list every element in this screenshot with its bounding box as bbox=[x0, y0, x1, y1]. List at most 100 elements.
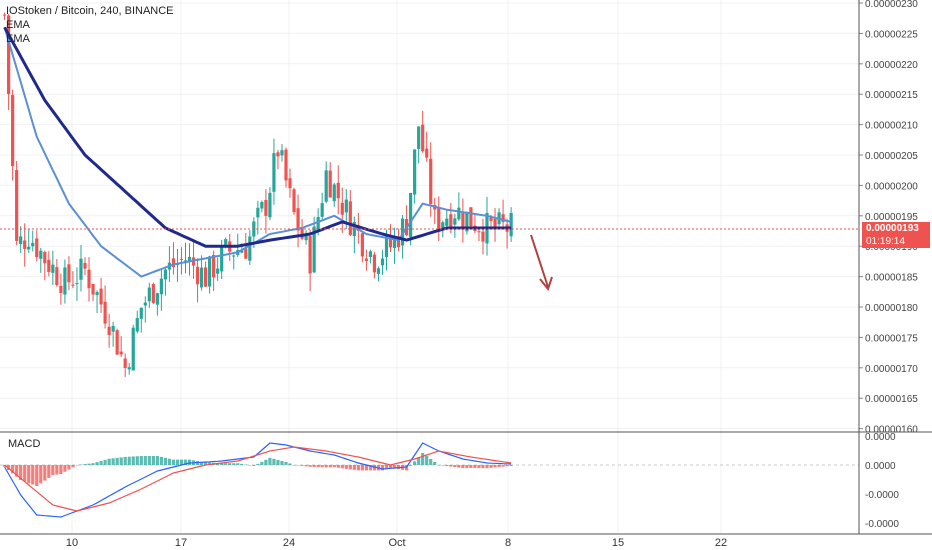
macd-histogram-bar bbox=[23, 465, 27, 482]
candle-body bbox=[292, 189, 296, 213]
candle-body bbox=[477, 231, 481, 233]
macd-histogram-bar bbox=[441, 465, 445, 466]
macd-histogram-bar bbox=[43, 465, 47, 481]
candle-body bbox=[324, 170, 328, 202]
macd-histogram-bar bbox=[91, 463, 95, 465]
candle-body bbox=[131, 327, 135, 371]
macd-histogram-bar bbox=[340, 465, 344, 469]
macd-label[interactable]: MACD bbox=[8, 438, 41, 450]
candle-body bbox=[11, 94, 15, 167]
macd-histogram-bar bbox=[19, 465, 23, 480]
macd-histogram-bar bbox=[135, 456, 139, 465]
candlestick-series bbox=[3, 12, 513, 377]
candle-body bbox=[195, 266, 200, 285]
macd-histogram-bar bbox=[501, 465, 505, 467]
macd-histogram-bar bbox=[236, 463, 240, 465]
price-tick-label: 0.00000200 bbox=[865, 181, 918, 192]
macd-histogram-bar bbox=[477, 465, 481, 469]
candle-body bbox=[15, 170, 19, 241]
macd-histogram-bar bbox=[171, 459, 176, 465]
macd-histogram-bar bbox=[320, 465, 324, 468]
candle-body bbox=[421, 124, 425, 152]
ema-label-1[interactable]: EMA bbox=[6, 19, 30, 31]
macd-histogram-bar bbox=[83, 464, 87, 465]
candle-body bbox=[364, 258, 368, 262]
macd-histogram-bar bbox=[497, 465, 501, 468]
macd-histogram-bar bbox=[312, 465, 316, 467]
macd-histogram-bar bbox=[425, 456, 429, 465]
last-price-tag: 0.00000193 bbox=[862, 222, 930, 235]
candle-body bbox=[163, 269, 167, 280]
macd-histogram-bar bbox=[449, 465, 453, 467]
macd-histogram-bar bbox=[187, 459, 192, 465]
candle-body bbox=[300, 227, 304, 239]
macd-histogram-bar bbox=[224, 463, 228, 465]
macd-histogram-bar bbox=[143, 456, 147, 465]
candle-body bbox=[260, 202, 264, 209]
candle-body bbox=[445, 218, 449, 226]
candle-body bbox=[312, 226, 316, 273]
macd-histogram-bar bbox=[372, 465, 377, 471]
candle-body bbox=[392, 236, 397, 248]
candle-body bbox=[248, 236, 252, 261]
time-tick-label: 24 bbox=[283, 537, 295, 549]
candle-body bbox=[107, 326, 111, 336]
macd-histogram-bar bbox=[159, 456, 163, 465]
candle-body bbox=[493, 218, 497, 228]
candle-body bbox=[111, 325, 115, 332]
grid-lines bbox=[0, 0, 859, 534]
macd-histogram-bar bbox=[11, 465, 15, 474]
candle-body bbox=[224, 239, 228, 246]
candle-body bbox=[268, 192, 272, 218]
candle-body bbox=[272, 153, 276, 192]
candle-body bbox=[204, 267, 208, 287]
macd-histogram-bar bbox=[75, 465, 79, 466]
candle-body bbox=[31, 242, 35, 247]
candle-body bbox=[119, 351, 123, 355]
macd-histogram-bar bbox=[87, 463, 91, 465]
price-tick-label: 0.00000205 bbox=[865, 151, 918, 162]
macd-histogram-bar bbox=[99, 460, 103, 465]
macd-histogram-bar bbox=[481, 465, 485, 469]
macd-histogram-bar bbox=[465, 465, 469, 469]
macd-histogram-bar bbox=[417, 457, 421, 465]
macd-histogram-bar bbox=[300, 465, 304, 466]
macd-histogram-bar bbox=[461, 465, 465, 469]
price-tick-label: 0.00000180 bbox=[865, 303, 918, 314]
chart-legend: IOStoken / Bitcoin, 240, BINANCE EMA EMA bbox=[6, 4, 174, 46]
macd-tick-label: -0.0000 bbox=[865, 519, 899, 530]
macd-histogram-bar bbox=[284, 462, 288, 465]
candle-body bbox=[212, 254, 216, 278]
macd-histogram-bar bbox=[131, 456, 135, 465]
macd-histogram-bar bbox=[485, 465, 489, 469]
macd-histogram-bar bbox=[147, 456, 151, 465]
macd-histogram-bar bbox=[119, 457, 123, 465]
candle-body bbox=[220, 246, 224, 272]
macd-histogram-bar bbox=[71, 465, 75, 468]
symbol-title[interactable]: IOStoken / Bitcoin, 240, BINANCE bbox=[6, 5, 174, 17]
candle-body bbox=[99, 288, 103, 305]
ema-label-2[interactable]: EMA bbox=[6, 33, 30, 45]
candle-body bbox=[79, 258, 83, 280]
macd-histogram-bar bbox=[368, 465, 373, 471]
candle-body bbox=[284, 149, 288, 181]
macd-series bbox=[0, 442, 859, 518]
candle-body bbox=[388, 238, 393, 248]
macd-histogram-bar bbox=[59, 465, 63, 474]
macd-histogram-bar bbox=[220, 463, 224, 465]
macd-histogram-bar bbox=[95, 462, 99, 465]
ema-lines bbox=[3, 26, 512, 278]
macd-histogram-bar bbox=[15, 465, 19, 477]
macd-histogram-bar bbox=[344, 465, 348, 469]
candle-body bbox=[288, 178, 292, 189]
macd-histogram-bar bbox=[47, 465, 51, 478]
candle-body bbox=[159, 278, 163, 295]
macd-histogram-bar bbox=[260, 461, 264, 465]
candle-body bbox=[372, 254, 377, 273]
candle-body bbox=[461, 212, 465, 227]
candle-body bbox=[308, 236, 312, 274]
price-tick-label: 0.00000175 bbox=[865, 333, 918, 344]
candle-body bbox=[151, 284, 155, 303]
candle-body bbox=[147, 287, 151, 302]
